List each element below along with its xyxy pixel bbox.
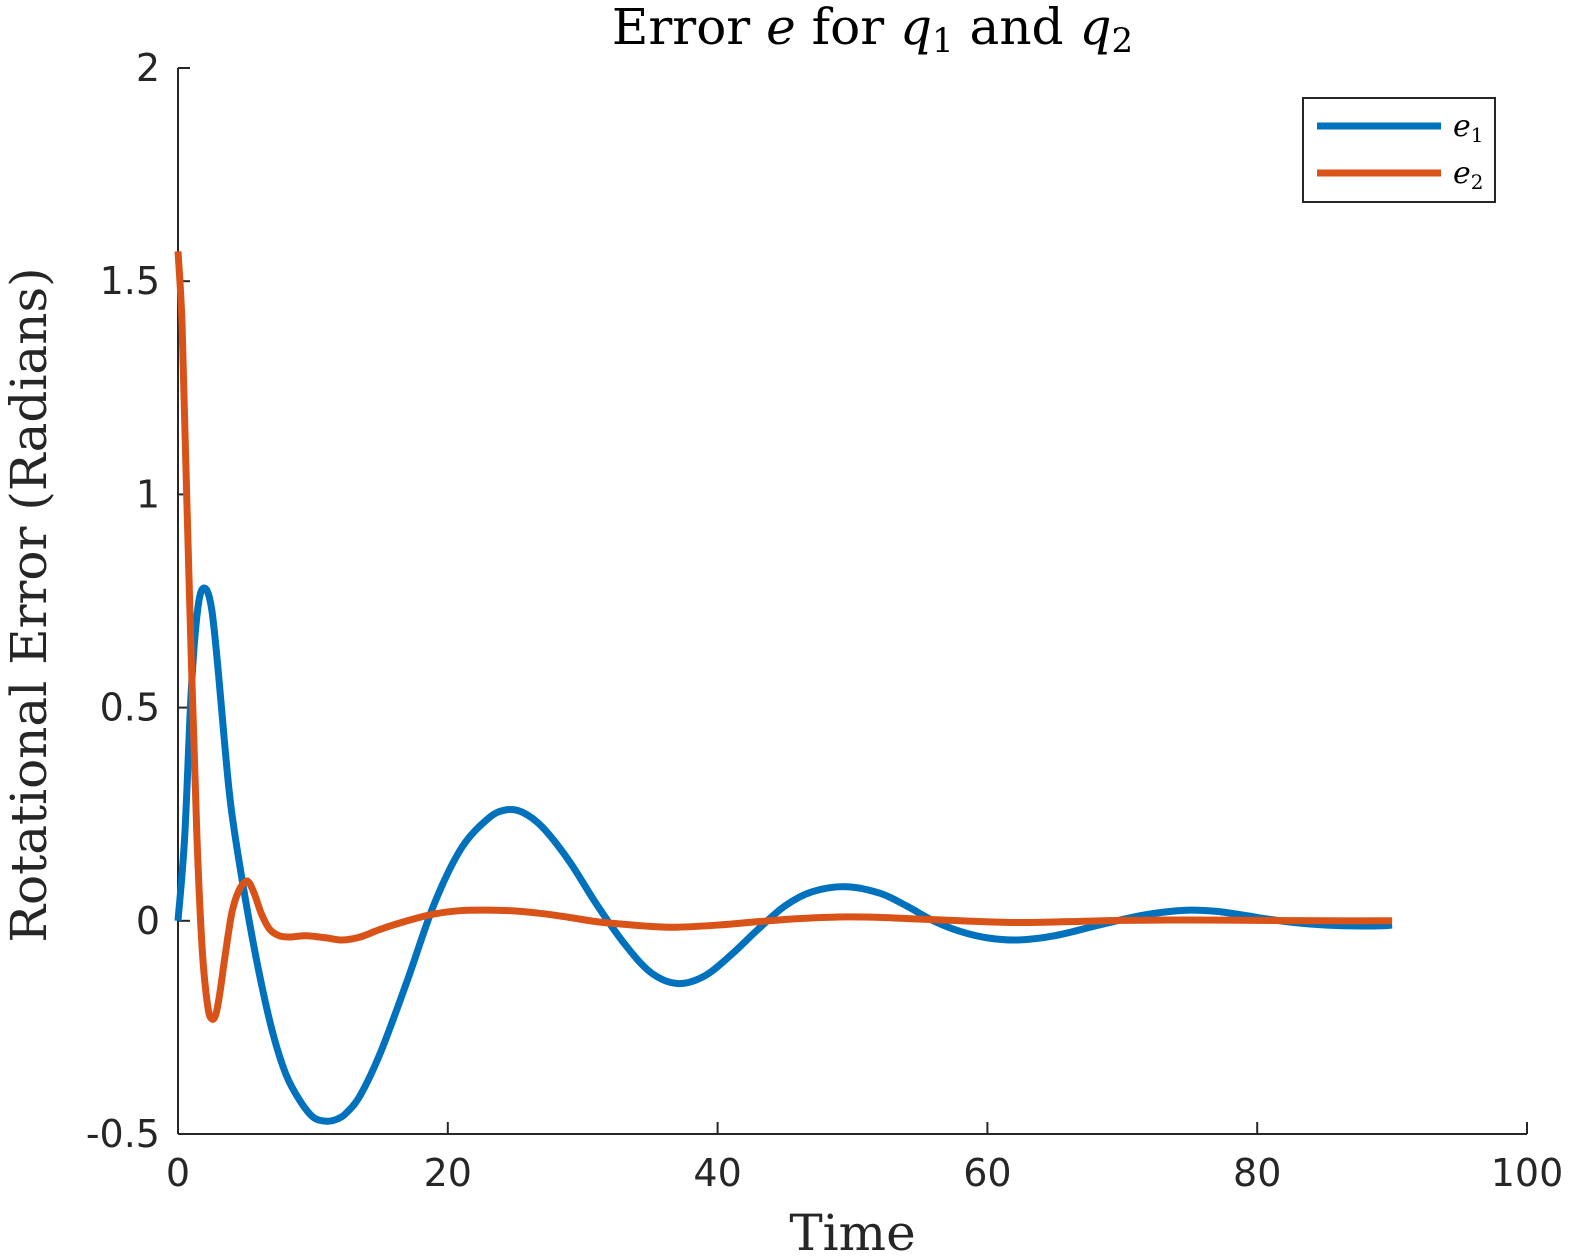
chart-title: Error e for q1 and q2 xyxy=(612,0,1133,61)
x-tick-label: 80 xyxy=(1233,1151,1281,1195)
title-part: q xyxy=(900,0,932,56)
title-part: for xyxy=(796,0,900,56)
y-axis-label: Rotational Error (Radians) xyxy=(0,267,58,942)
tick-labels: 0 20 40 60 80 100-0.500.511.52 xyxy=(86,46,1563,1195)
title-part: q xyxy=(1079,0,1111,56)
title-part: 1 xyxy=(932,21,954,61)
x-axis-label: Time xyxy=(789,1204,915,1260)
title-part: 2 xyxy=(1111,21,1133,61)
title-part: e xyxy=(766,0,796,56)
x-tick-label: 100 xyxy=(1491,1151,1564,1195)
y-tick-label: -0.5 xyxy=(86,1112,160,1156)
y-tick-label: 1.5 xyxy=(100,259,160,303)
x-tick-label: 60 xyxy=(963,1151,1011,1195)
title-part: Error xyxy=(612,0,766,56)
series-line-e1 xyxy=(174,584,1393,1125)
y-tick-label: 0.5 xyxy=(100,686,160,730)
legend-box xyxy=(1302,97,1496,203)
y-tick-label: 2 xyxy=(136,46,160,90)
title-part: and xyxy=(954,0,1080,56)
legend-label-e1: e1 xyxy=(1453,109,1484,147)
x-tick-label: 0 xyxy=(166,1151,190,1195)
y-tick-label: 1 xyxy=(136,472,160,516)
title-text: Error e for q1 and q2 xyxy=(612,0,1133,61)
y-tick-label: 0 xyxy=(136,899,160,943)
plot-axes xyxy=(177,67,1528,1135)
series-layer xyxy=(174,251,1393,1125)
series-line-e2 xyxy=(174,251,1393,1023)
legend-label-e2: e2 xyxy=(1453,156,1484,194)
x-tick-label: 40 xyxy=(693,1151,741,1195)
x-tick-label: 20 xyxy=(424,1151,472,1195)
